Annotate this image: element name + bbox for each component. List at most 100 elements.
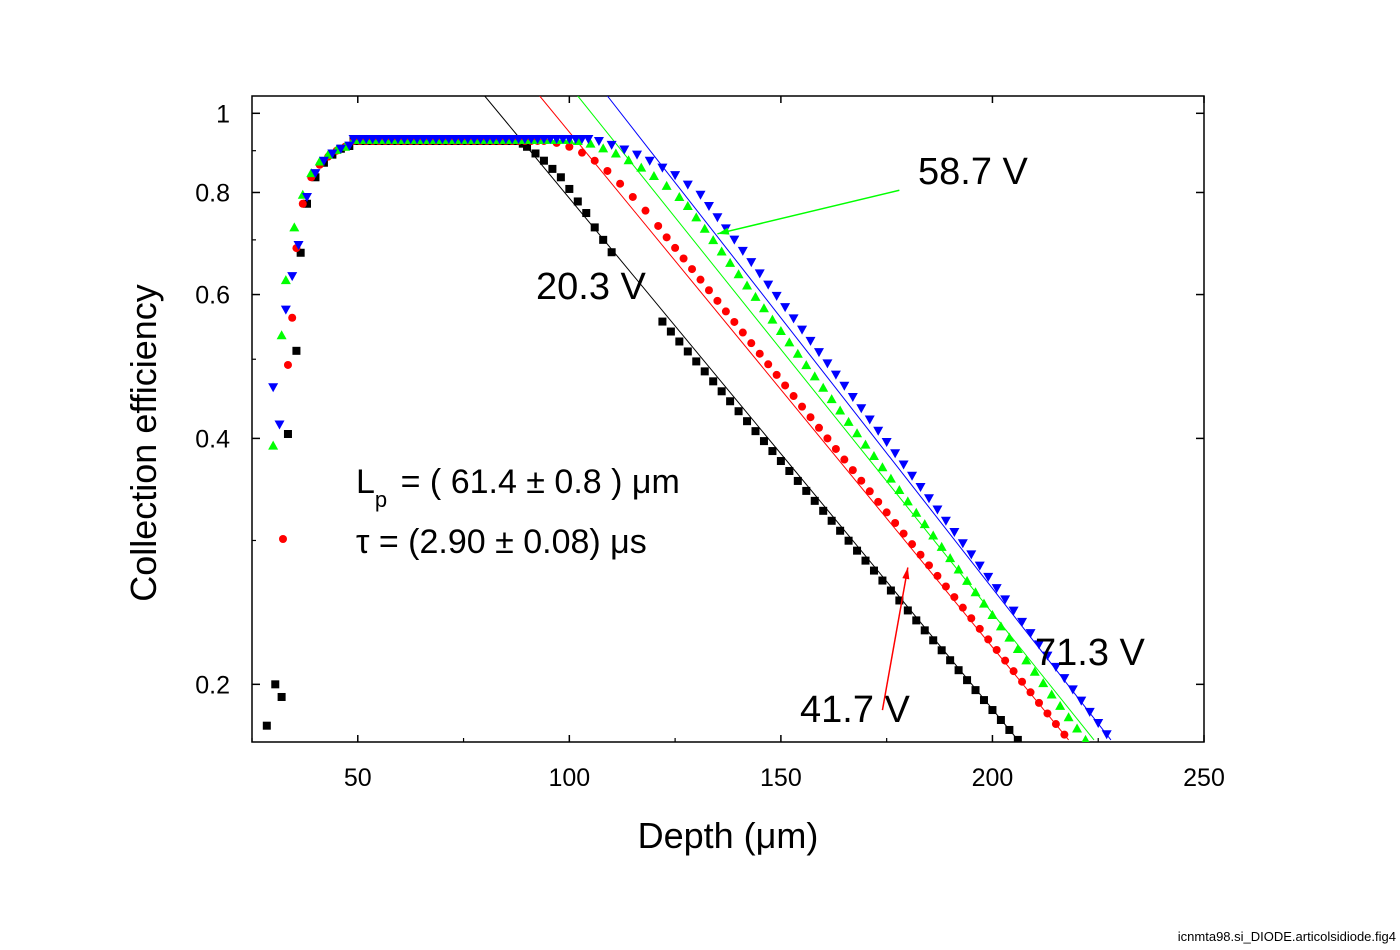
data-point (771, 291, 782, 301)
data-point (695, 190, 706, 200)
data-point (890, 449, 901, 459)
data-point (303, 199, 312, 208)
data-point (708, 235, 719, 245)
data-point (386, 135, 397, 145)
data-point (1008, 606, 1019, 616)
data-point (810, 496, 819, 505)
data-point (920, 626, 929, 635)
data-point (632, 150, 643, 160)
data-point (692, 357, 701, 366)
fit-legend-lp-sub: p (375, 487, 387, 512)
data-point (929, 636, 938, 645)
data-point (1033, 640, 1044, 650)
data-point (928, 530, 939, 540)
data-point (344, 141, 355, 151)
data-point (348, 135, 359, 145)
data-point (1004, 632, 1015, 642)
data-point (607, 248, 616, 257)
data-point (399, 135, 410, 145)
data-point (885, 473, 896, 483)
annotation-pointer (717, 189, 900, 235)
data-point (1093, 719, 1104, 729)
data-point (836, 526, 845, 535)
data-point (361, 135, 372, 145)
data-point (975, 624, 984, 633)
data-point (813, 348, 824, 358)
data-point (1046, 689, 1057, 699)
data-point (481, 135, 492, 145)
data-point (988, 706, 997, 715)
data-point (674, 191, 685, 201)
data-point (619, 145, 630, 155)
data-point (1081, 734, 1090, 742)
data-point (1021, 655, 1032, 665)
data-point (1025, 629, 1036, 639)
data-point (819, 506, 828, 515)
data-point (276, 330, 287, 340)
data-point (738, 328, 747, 337)
data-point (1013, 735, 1022, 742)
data-point (902, 496, 913, 506)
data-point (1043, 709, 1052, 718)
data-point (599, 235, 608, 244)
annotation-arrowhead (902, 567, 910, 580)
data-point (590, 156, 599, 165)
data-point (688, 265, 697, 274)
data-point (475, 135, 486, 145)
data-point (805, 336, 816, 346)
data-point (996, 715, 1005, 724)
data-point (262, 721, 271, 730)
fit-line (607, 96, 1112, 741)
data-point (758, 303, 769, 313)
data-point (1067, 685, 1078, 695)
data-point (873, 426, 884, 436)
data-point (907, 471, 918, 481)
data-point (682, 201, 693, 211)
data-point (696, 275, 705, 284)
data-point (648, 171, 659, 181)
data-point (691, 212, 702, 222)
data-point (932, 505, 943, 515)
data-point (565, 142, 574, 151)
data-point (314, 156, 325, 166)
data-point (853, 546, 862, 555)
data-point (868, 450, 879, 460)
data-point (958, 603, 967, 612)
data-point (577, 135, 588, 145)
data-point (277, 692, 286, 701)
data-point (469, 135, 480, 145)
data-point (978, 598, 989, 608)
data-point (971, 686, 980, 695)
data-point (675, 337, 684, 346)
data-point (606, 140, 617, 150)
data-point (288, 313, 297, 322)
data-point (538, 135, 549, 145)
y-tick-label: 0.6 (195, 282, 230, 310)
data-point (392, 135, 403, 145)
data-point (280, 275, 291, 285)
data-point (797, 325, 808, 335)
data-point (992, 645, 1001, 654)
data-point (967, 614, 976, 623)
data-point (772, 370, 781, 379)
data-point (283, 360, 292, 369)
series-label: 41.7 V (800, 689, 911, 731)
data-point (523, 142, 532, 151)
data-point (856, 404, 867, 414)
annotation-pointer (881, 567, 909, 711)
data-point (682, 180, 693, 190)
data-point (412, 135, 423, 145)
data-point (494, 135, 505, 145)
annotation-arrowhead (717, 227, 730, 235)
data-point (924, 561, 933, 570)
data-point (327, 149, 338, 159)
data-point (759, 437, 768, 446)
data-point (966, 550, 977, 560)
data-point (636, 162, 647, 172)
data-point (545, 135, 556, 145)
fit-line (484, 96, 1019, 741)
data-point (937, 646, 946, 655)
fit-legend-lp: Lp = ( 61.4 ± 0.8 ) μm (356, 463, 680, 512)
y-axis-title: Collection efficiency (123, 284, 164, 602)
data-point (843, 416, 854, 426)
